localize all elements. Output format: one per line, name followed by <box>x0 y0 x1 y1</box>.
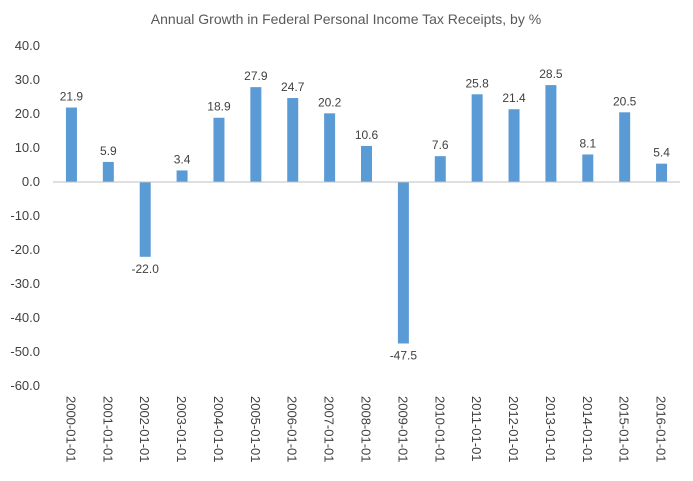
bar-2014-01-01 <box>582 154 594 182</box>
x-tick-label: 2016-01-01 <box>654 396 669 463</box>
chart-title: Annual Growth in Federal Personal Income… <box>151 11 541 27</box>
x-tick-label: 2005-01-01 <box>248 396 263 463</box>
bar-2005-01-01 <box>250 87 262 182</box>
y-tick-label: -60.0 <box>10 378 40 393</box>
data-label: 21.4 <box>502 91 526 105</box>
y-tick-label: -20.0 <box>10 242 40 257</box>
y-tick-label: -10.0 <box>10 208 40 223</box>
data-label: 21.9 <box>60 90 84 104</box>
y-tick-label: -40.0 <box>10 310 40 325</box>
bar-2003-01-01 <box>176 170 188 182</box>
y-tick-label: -50.0 <box>10 344 40 359</box>
data-label: 20.5 <box>613 94 637 108</box>
x-tick-label: 2010-01-01 <box>432 396 447 463</box>
data-label: 5.9 <box>100 144 117 158</box>
data-label: 10.6 <box>355 128 379 142</box>
bar-2015-01-01 <box>619 112 631 182</box>
x-tick-label: 2004-01-01 <box>211 396 226 463</box>
x-tick-label: 2007-01-01 <box>322 396 337 463</box>
data-label: 5.4 <box>653 146 670 160</box>
x-tick-label: 2003-01-01 <box>174 396 189 463</box>
data-label: 24.7 <box>281 80 305 94</box>
x-tick-label: 2011-01-01 <box>469 396 484 462</box>
y-tick-label: 20.0 <box>15 106 40 121</box>
x-tick-label: 2000-01-01 <box>63 396 78 463</box>
x-tick-label: 2001-01-01 <box>100 396 115 463</box>
data-label: 3.4 <box>174 152 191 166</box>
bar-2010-01-01 <box>434 156 446 182</box>
data-label: 18.9 <box>207 100 231 114</box>
data-label: 8.1 <box>579 136 596 150</box>
y-tick-label: 30.0 <box>15 72 40 87</box>
y-tick-label: 10.0 <box>15 140 40 155</box>
x-tick-label: 2012-01-01 <box>506 396 521 463</box>
bar-2007-01-01 <box>324 113 336 182</box>
bar-2012-01-01 <box>508 109 520 182</box>
x-tick-label: 2008-01-01 <box>359 396 374 463</box>
y-tick-label: -30.0 <box>10 276 40 291</box>
bar-2016-01-01 <box>656 163 668 182</box>
data-label: -47.5 <box>390 349 418 363</box>
bar-2004-01-01 <box>213 117 225 182</box>
bar-2009-01-01 <box>397 182 409 344</box>
data-labels: 21.9 5.9 -22.0 3.4 18.9 27.9 24.7 20.2 10.6 -47.5… <box>60 67 670 362</box>
y-axis: 40.0 30.0 20.0 10.0 0.0 -10.0 -20.0 -30.0 -40.0 -… <box>10 38 40 393</box>
x-tick-label: 2002-01-01 <box>137 396 152 463</box>
bar-2006-01-01 <box>287 98 299 182</box>
data-label: 20.2 <box>318 95 342 109</box>
data-label: 7.6 <box>432 138 449 152</box>
bar-2011-01-01 <box>471 94 483 182</box>
bar-2001-01-01 <box>102 161 114 182</box>
x-tick-label: 2014-01-01 <box>580 396 595 463</box>
y-tick-label: 40.0 <box>15 38 40 53</box>
x-axis: 2000-01-01 2001-01-01 2002-01-01 2003-01-01… <box>53 181 680 463</box>
x-tick-label: 2015-01-01 <box>617 396 632 463</box>
bar-2000-01-01 <box>65 107 77 182</box>
y-tick-label: 0.0 <box>22 174 40 189</box>
bar-2002-01-01 <box>139 182 151 257</box>
x-tick-label: 2013-01-01 <box>543 396 558 463</box>
data-label: -22.0 <box>132 262 160 276</box>
bar-2013-01-01 <box>545 85 557 182</box>
x-tick-label: 2009-01-01 <box>395 396 410 463</box>
bar-2008-01-01 <box>361 145 372 182</box>
data-label: 25.8 <box>465 76 489 90</box>
x-tick-label: 2006-01-01 <box>285 396 300 463</box>
data-label: 28.5 <box>539 67 563 81</box>
bars <box>65 85 668 344</box>
data-label: 27.9 <box>244 69 268 83</box>
